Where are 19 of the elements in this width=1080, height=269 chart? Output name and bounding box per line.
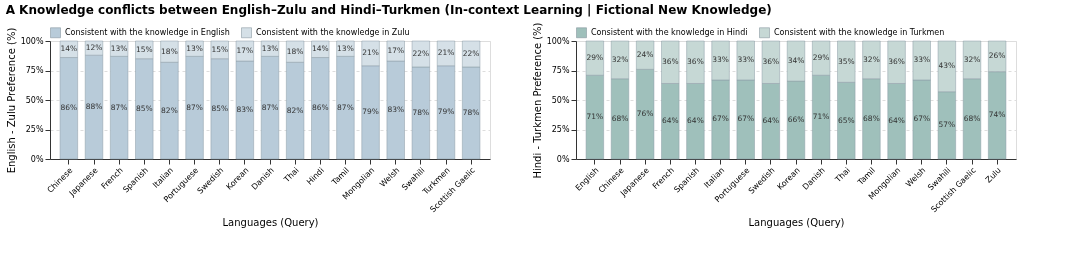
x-axis-title: Languages (Query) bbox=[748, 217, 845, 229]
legend-label: Consistent with the knowledge in Hindi bbox=[591, 27, 748, 37]
y-tick-label: 50% bbox=[25, 95, 44, 105]
y-tick-label: 25% bbox=[551, 125, 570, 134]
y-axis-title: Hindi - Turkmen Preference (%) bbox=[531, 22, 543, 179]
legend-label: Consistent with the knowledge in English bbox=[65, 27, 230, 37]
x-axis-title: Languages (Query) bbox=[222, 217, 319, 229]
y-tick-label: 100% bbox=[20, 36, 44, 46]
y-tick-label: 75% bbox=[551, 66, 570, 75]
y-tick-label: 0% bbox=[30, 154, 44, 164]
y-tick-label: 50% bbox=[551, 95, 570, 105]
text: A Knowledge conflicts between English–Zulu and Hindi–Turkmen (In-context Learning | Fictional New Knowledge) bbox=[5, 3, 772, 18]
y-tick-label: 0% bbox=[556, 154, 570, 164]
legend-label: Consistent with the knowledge in Turkmen bbox=[774, 27, 945, 37]
y-tick-label: 75% bbox=[25, 66, 44, 75]
y-tick-label: 100% bbox=[546, 36, 570, 46]
y-axis-title: English - Zulu Preference (%) bbox=[5, 27, 17, 174]
y-tick-label: 25% bbox=[25, 125, 44, 134]
legend-label: Consistent with the knowledge in Zulu bbox=[256, 27, 410, 37]
